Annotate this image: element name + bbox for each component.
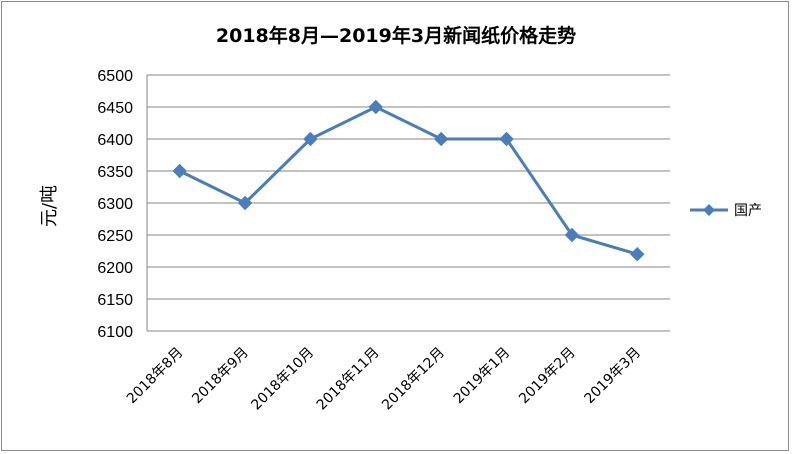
x-tick-label: 2019年1月 [451, 345, 514, 408]
data-point-diamond [172, 163, 187, 179]
y-tick-label: 6100 [97, 324, 133, 341]
y-tick-label: 6300 [97, 196, 133, 213]
data-point-diamond [237, 195, 253, 211]
legend-marker-diamond [703, 204, 715, 216]
y-tick-label: 6400 [97, 132, 133, 149]
data-point-diamond [368, 99, 384, 115]
series-line [179, 105, 638, 256]
grid-lines [146, 74, 670, 332]
y-tick-label: 6500 [97, 68, 133, 85]
y-tick-label: 6250 [97, 228, 133, 245]
x-tick-label: 2018年12月 [379, 345, 448, 414]
x-tick-label: 2018年10月 [248, 345, 317, 414]
data-point-diamond [630, 246, 645, 262]
series-lines [179, 105, 638, 256]
legend-label: 国产 [734, 203, 762, 219]
x-tick-label: 2018年11月 [314, 345, 383, 414]
x-tick-label: 2019年3月 [582, 345, 645, 408]
y-tick-label: 6200 [97, 260, 133, 277]
data-point-diamond [564, 227, 580, 243]
data-point-diamond [499, 131, 514, 147]
x-tick-label: 2019年2月 [516, 345, 579, 408]
x-tick-label: 2018年9月 [189, 345, 252, 408]
chart-title: 2018年8月—2019年3月新闻纸价格走势 [216, 24, 576, 47]
x-tick-label: 2018年8月 [124, 345, 187, 408]
y-tick-label: 6450 [97, 100, 133, 117]
data-point-diamond [433, 131, 449, 147]
y-tick-label: 6150 [97, 292, 133, 309]
legend: 国产 [690, 203, 762, 219]
series-points [172, 99, 645, 262]
y-tick-label: 6350 [97, 164, 133, 181]
y-axis-label: 元/吨 [39, 185, 60, 227]
data-point-diamond [303, 131, 318, 147]
y-axis-ticks: 6100 6150 6200 6250 6300 6350 6400 6450 6500 [97, 68, 133, 341]
